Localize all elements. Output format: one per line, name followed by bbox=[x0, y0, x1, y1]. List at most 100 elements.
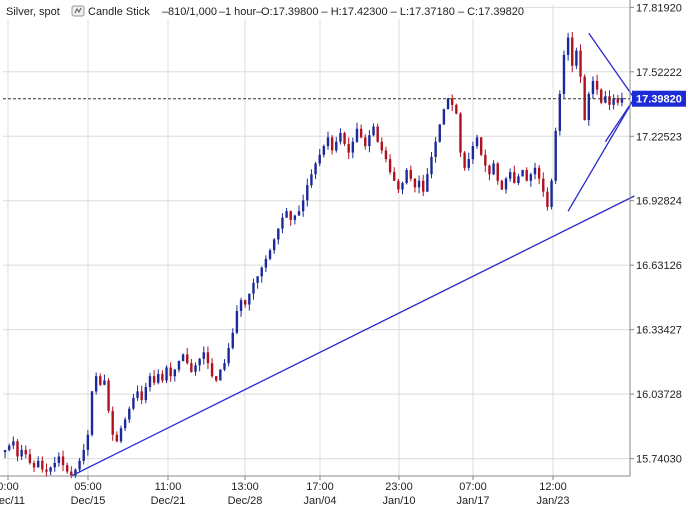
candle-body bbox=[65, 465, 69, 472]
candle bbox=[484, 149, 487, 172]
candle-body bbox=[82, 449, 85, 461]
candles bbox=[3, 32, 624, 479]
candle bbox=[492, 160, 495, 176]
candle-body bbox=[438, 124, 441, 142]
candle-body bbox=[36, 460, 40, 468]
candle bbox=[376, 123, 379, 143]
candle-body bbox=[107, 380, 110, 411]
candle bbox=[57, 452, 61, 467]
candle-body bbox=[484, 154, 487, 166]
candle-body bbox=[61, 456, 65, 466]
candle bbox=[152, 370, 156, 386]
candle-body bbox=[210, 363, 214, 377]
candle-body bbox=[119, 428, 123, 442]
candle-body bbox=[219, 369, 222, 381]
candle bbox=[231, 328, 234, 350]
candle-body bbox=[397, 180, 400, 190]
candle-body bbox=[24, 449, 27, 455]
candle-body bbox=[243, 300, 247, 305]
candle bbox=[45, 463, 48, 477]
candle-body bbox=[157, 373, 160, 383]
candle bbox=[380, 137, 384, 154]
candle bbox=[115, 431, 119, 443]
candle bbox=[119, 425, 123, 444]
candle-body bbox=[123, 419, 127, 429]
candle bbox=[235, 305, 239, 335]
candle bbox=[198, 357, 201, 372]
candle-body bbox=[459, 113, 462, 153]
x-tick-time-label: 05:00 bbox=[74, 481, 102, 493]
chart-type: Candle Stick bbox=[88, 6, 150, 18]
y-tick-label: 16.92824 bbox=[636, 196, 682, 208]
candle bbox=[616, 94, 619, 106]
chart-header: Silver, spot Candle Stick 810/1,000 1 ho… bbox=[2, 3, 524, 19]
candle bbox=[533, 162, 537, 180]
settings-icon[interactable] bbox=[71, 5, 85, 17]
candle-body bbox=[579, 50, 582, 77]
candle bbox=[335, 136, 338, 153]
candle bbox=[496, 162, 499, 185]
candle bbox=[438, 124, 441, 143]
candle-body bbox=[301, 200, 305, 212]
candle-body bbox=[566, 37, 570, 55]
candle bbox=[521, 169, 524, 177]
candle-body bbox=[529, 174, 533, 181]
candle bbox=[157, 369, 160, 385]
candle-body bbox=[111, 410, 114, 435]
candle-body bbox=[115, 434, 119, 442]
candle-body bbox=[223, 363, 226, 370]
candle bbox=[186, 347, 189, 365]
candle-body bbox=[364, 137, 367, 147]
candle-body bbox=[413, 178, 417, 188]
current-price-value: 17.39820 bbox=[636, 94, 682, 106]
trendline[interactable] bbox=[71, 195, 635, 477]
candle bbox=[355, 122, 359, 144]
x-tick-time-label: 07:00 bbox=[459, 481, 487, 493]
candle bbox=[293, 214, 297, 225]
candle bbox=[500, 179, 504, 191]
candle bbox=[165, 365, 168, 384]
candle bbox=[372, 123, 375, 137]
candle-body bbox=[542, 178, 545, 192]
candle bbox=[430, 151, 433, 179]
candle bbox=[256, 276, 259, 289]
candle bbox=[620, 92, 624, 107]
header-separator: – bbox=[256, 6, 263, 18]
candle-body bbox=[148, 376, 152, 388]
trendline[interactable] bbox=[567, 98, 635, 212]
candle-body bbox=[248, 293, 251, 305]
candle-body bbox=[41, 460, 44, 470]
candle bbox=[310, 169, 313, 188]
candle-body bbox=[186, 354, 189, 364]
candle bbox=[326, 131, 330, 150]
candle bbox=[318, 149, 321, 167]
candle bbox=[471, 141, 475, 165]
candle bbox=[194, 362, 197, 376]
candle-body bbox=[144, 387, 148, 401]
candle-body bbox=[330, 137, 334, 151]
candle-body bbox=[571, 37, 574, 66]
x-tick-date-label: Dec/11 bbox=[0, 495, 25, 507]
candle-body bbox=[169, 367, 172, 377]
candle-body bbox=[508, 172, 512, 179]
candle bbox=[558, 90, 562, 136]
candle bbox=[475, 134, 479, 149]
candle bbox=[463, 151, 466, 171]
candle-body bbox=[128, 408, 131, 420]
candle-body bbox=[575, 50, 578, 66]
candle bbox=[24, 445, 27, 459]
candle bbox=[608, 90, 611, 111]
candle-body bbox=[351, 141, 355, 153]
candle-body bbox=[194, 365, 197, 372]
candle bbox=[525, 167, 528, 182]
trendline[interactable] bbox=[588, 32, 635, 99]
trendlines[interactable] bbox=[71, 32, 635, 477]
candle bbox=[467, 152, 470, 171]
candle bbox=[264, 255, 268, 273]
candle-body bbox=[136, 391, 139, 398]
candle bbox=[144, 382, 148, 404]
chart-interval: 1 hour bbox=[225, 6, 257, 18]
candle-body bbox=[471, 146, 475, 160]
candle bbox=[169, 362, 172, 382]
x-tick-date-label: Jan/04 bbox=[303, 495, 336, 507]
